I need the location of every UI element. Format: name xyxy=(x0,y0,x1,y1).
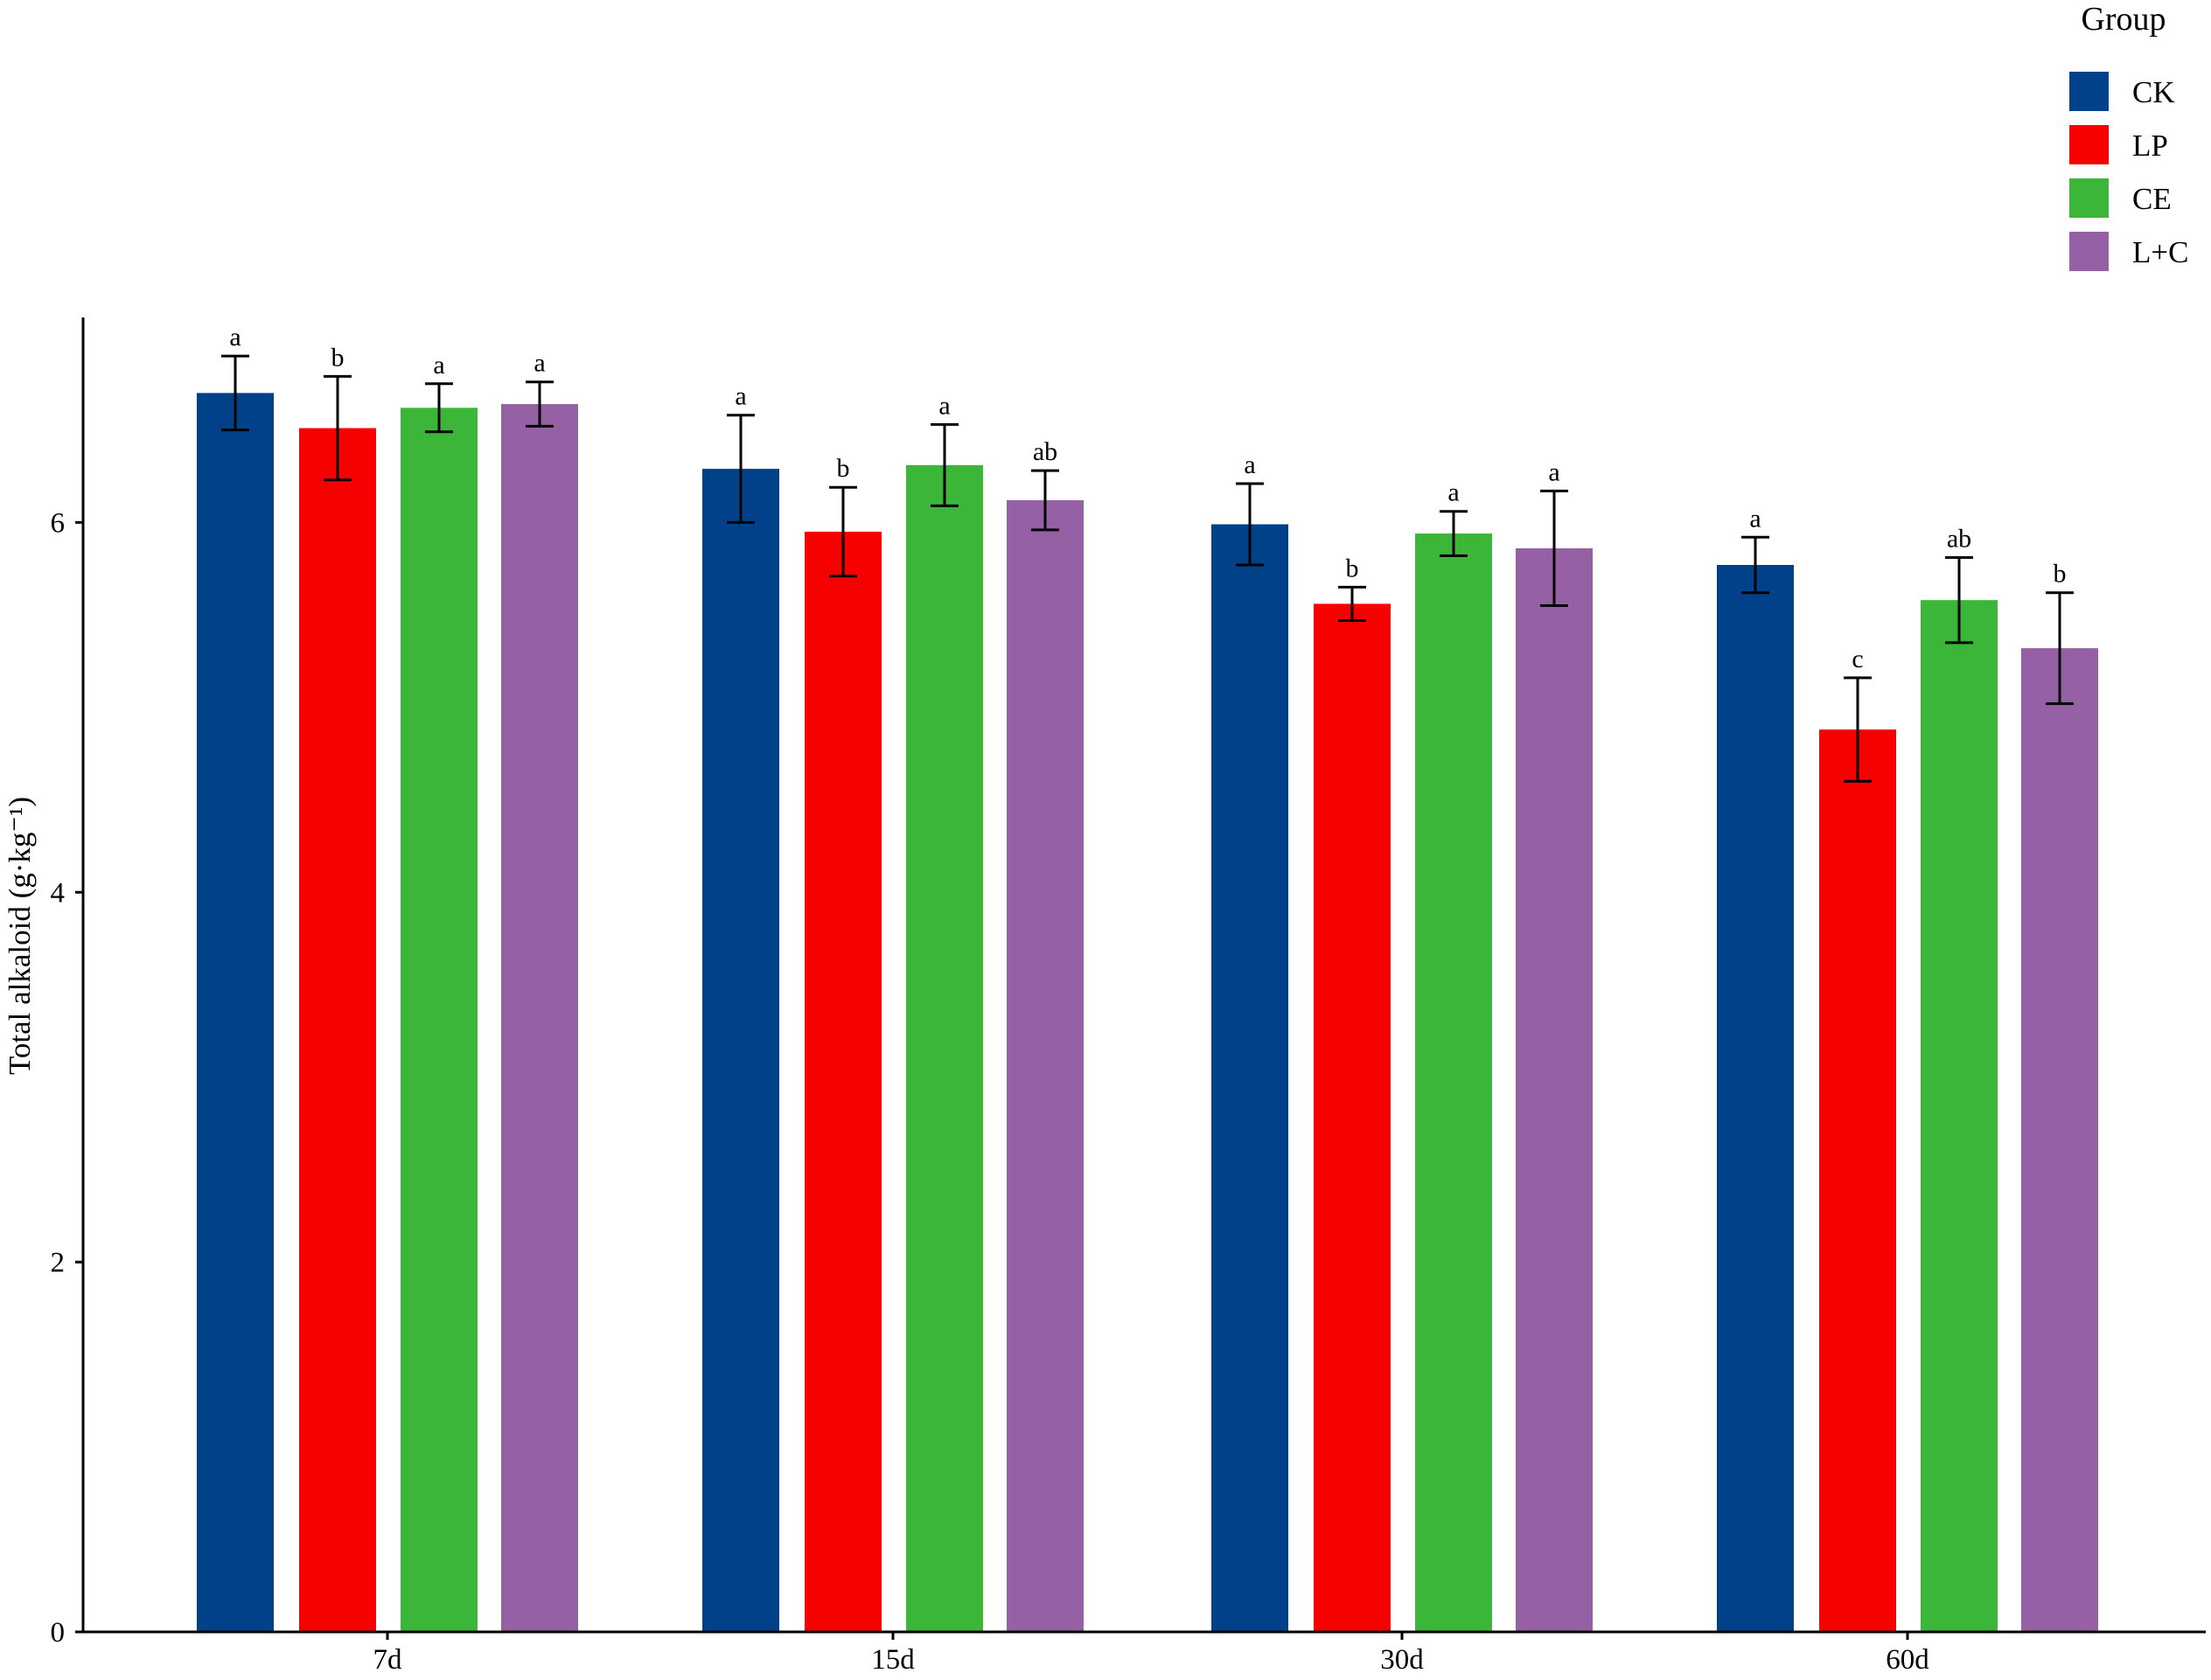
legend-label-L+C: L+C xyxy=(2132,235,2188,269)
errorbars-layer xyxy=(221,354,2074,783)
bar-CE-30d xyxy=(1415,533,1492,1633)
bar-CK-60d xyxy=(1717,565,1794,1632)
significance-letter: ab xyxy=(1033,437,1057,466)
bar-L+C-60d xyxy=(2021,648,2098,1632)
x-ticks: 7d 15d 30d 60d xyxy=(373,1632,1929,1676)
error-bar xyxy=(931,422,959,507)
significance-letter: c xyxy=(1852,645,1863,673)
legend-label-CK: CK xyxy=(2132,75,2175,109)
significance-letter: b xyxy=(837,454,850,483)
error-bar xyxy=(425,382,453,434)
y-axis-title: Total alkaloid (g·kg⁻¹) xyxy=(3,797,37,1075)
legend-swatch-LP xyxy=(2069,125,2109,164)
bar-LP-7d xyxy=(299,428,376,1633)
legend-label-CE: CE xyxy=(2132,182,2172,216)
significance-letter: a xyxy=(229,323,241,352)
x-tick-label: 60d xyxy=(1886,1644,1929,1676)
error-bar xyxy=(526,380,554,428)
significance-letter: a xyxy=(1548,457,1559,486)
legend-items: CK LP CE L+C xyxy=(2069,72,2188,271)
bar-LP-60d xyxy=(1819,729,1896,1632)
y-tick-label: 6 xyxy=(51,507,66,539)
error-bar xyxy=(1741,535,1769,595)
error-bar xyxy=(1945,556,1973,645)
y-tick-label: 2 xyxy=(51,1247,66,1279)
bar-L+C-30d xyxy=(1516,547,1593,1632)
legend-swatch-L+C xyxy=(2069,232,2109,271)
legend: Group CK LP CE L+C xyxy=(2069,1,2188,271)
legend-title: Group xyxy=(2081,1,2166,38)
error-bar xyxy=(1844,676,1872,783)
error-bar xyxy=(1440,510,1468,557)
significance-letter: b xyxy=(2054,560,2067,589)
error-bar xyxy=(1540,489,1568,608)
significance-letter: b xyxy=(331,343,345,372)
bar-CK-30d xyxy=(1211,524,1288,1632)
error-bar xyxy=(2046,591,2074,706)
y-tick-label: 0 xyxy=(51,1617,66,1649)
significance-letter: a xyxy=(1749,504,1761,533)
bar-CE-60d xyxy=(1921,600,1998,1632)
error-bar xyxy=(829,485,857,578)
significance-letter: a xyxy=(433,351,444,380)
error-bar xyxy=(221,354,249,432)
legend-label-LP: LP xyxy=(2132,129,2168,163)
significance-letter: b xyxy=(1346,554,1359,582)
bar-LP-30d xyxy=(1314,603,1391,1632)
axes xyxy=(81,317,2206,1634)
x-tick-label: 30d xyxy=(1380,1644,1424,1676)
significance-letter: a xyxy=(534,349,545,378)
error-bar xyxy=(1236,482,1264,567)
bars-layer xyxy=(197,393,2098,1633)
bar-CE-15d xyxy=(906,464,983,1632)
bar-CK-7d xyxy=(197,393,274,1632)
bar-CK-15d xyxy=(702,469,779,1632)
x-tick-label: 7d xyxy=(373,1644,403,1676)
x-tick-label: 15d xyxy=(871,1644,915,1676)
significance-letter: a xyxy=(1244,450,1255,479)
bar-LP-15d xyxy=(805,531,882,1632)
bar-L+C-15d xyxy=(1007,500,1084,1633)
error-bar xyxy=(324,374,352,482)
significance-letter: a xyxy=(735,382,746,411)
significance-letter: ab xyxy=(1947,525,1971,554)
error-bar xyxy=(1338,585,1366,622)
error-bar xyxy=(727,414,755,524)
legend-swatch-CE xyxy=(2069,178,2109,218)
y-tick-label: 4 xyxy=(51,877,66,909)
significance-letter: a xyxy=(1447,478,1459,507)
y-ticks: 0 2 4 6 xyxy=(51,507,83,1649)
bar-CE-7d xyxy=(401,408,478,1633)
significance-letter: a xyxy=(938,391,950,420)
error-bar xyxy=(1031,469,1059,532)
legend-swatch-CK xyxy=(2069,72,2109,111)
bar-L+C-7d xyxy=(501,404,578,1632)
